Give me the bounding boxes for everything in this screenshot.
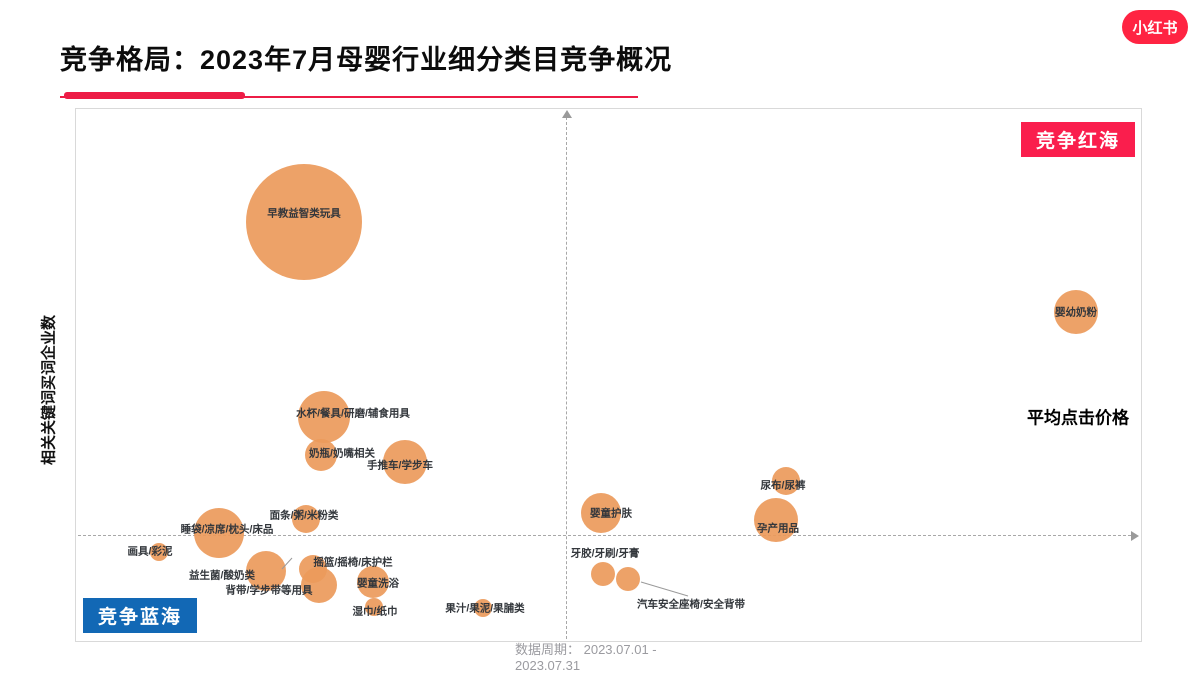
bubble-label-13: 果汁/果泥/果脯类 (445, 602, 525, 615)
bubble-2[interactable] (298, 391, 350, 443)
x-axis-label: 平均点击价格 (1027, 408, 1129, 428)
bubble-15[interactable] (591, 562, 615, 586)
bubble-label-12: 湿巾/纸巾 (352, 605, 398, 618)
bubble-8[interactable] (246, 551, 286, 591)
bubble-label-0: 早教益智类玩具 (267, 207, 341, 220)
quadrant-horizontal-dashed-line (78, 535, 1131, 536)
bubble-6[interactable] (194, 508, 244, 558)
bubble-label-17: 尿布/尿裤 (760, 479, 806, 492)
page-title: 竞争格局：2023年7月母婴行业细分类目竞争概况 (60, 45, 673, 75)
bubble-5[interactable] (292, 505, 320, 533)
bubble-label-15: 牙胶/牙刷/牙膏 (570, 547, 640, 560)
bubble-12[interactable] (365, 598, 383, 616)
bubble-17[interactable] (772, 467, 800, 495)
bubble-0[interactable] (246, 164, 362, 280)
quadrant-vertical-dashed-line (566, 117, 567, 639)
bubble-10[interactable] (301, 567, 337, 603)
bubble-chart: 竞争红海 竞争蓝海 平均点击价格 早教益智类玩具婴幼奶粉水杯/餐具/研磨/辅食用… (75, 108, 1142, 642)
bubble-label-7: 画具/彩泥 (127, 545, 173, 558)
bubble-16[interactable] (616, 567, 640, 591)
data-period: 数据周期： 2023.07.01 - 2023.07.31 (515, 642, 657, 674)
bubble-1[interactable] (1054, 290, 1098, 334)
title-underline-bar (64, 92, 245, 99)
title-underline-thin (60, 96, 638, 98)
bubble-13[interactable] (474, 599, 492, 617)
bubble-18[interactable] (754, 498, 798, 542)
bubble-label-1: 婴幼奶粉 (1055, 306, 1097, 319)
bubble-label-5: 面条/粥/米粉类 (269, 509, 339, 522)
data-period-line1: 数据周期： 2023.07.01 - (515, 642, 657, 657)
bubble-label-8: 益生菌/酸奶类 (189, 569, 255, 582)
vertical-axis-arrow-icon (562, 110, 572, 118)
y-axis-label: 相关关键词买词企业数 (40, 314, 58, 466)
bubble-label-11: 婴童洗浴 (357, 577, 399, 590)
bubble-label-10: 背带/学步带等用具 (225, 584, 313, 597)
leader-lines (281, 557, 689, 597)
bubble-label-6: 睡袋/凉席/枕头/床品 (180, 523, 274, 536)
xiaohongshu-logo: 小红书 (1122, 10, 1188, 44)
bubble-label-16: 汽车安全座椅/安全背带 (637, 598, 745, 611)
bubble-label-4: 手推车/学步车 (367, 459, 433, 472)
bubble-label-3: 奶瓶/奶嘴相关 (309, 447, 375, 460)
bubble-label-14: 婴童护肤 (590, 507, 632, 520)
bubble-7[interactable] (150, 543, 168, 561)
horizontal-axis-arrow-icon (1131, 531, 1139, 541)
data-period-line2: 2023.07.31 (515, 658, 581, 673)
bubble-11[interactable] (357, 566, 389, 598)
blue-ocean-badge: 竞争蓝海 (83, 598, 198, 633)
bubble-label-18: 孕产用品 (757, 522, 799, 535)
bubble-14[interactable] (581, 493, 621, 533)
red-ocean-badge: 竞争红海 (1021, 122, 1136, 157)
bubble-4[interactable] (383, 440, 427, 484)
bubble-label-2: 水杯/餐具/研磨/辅食用具 (296, 407, 410, 420)
bubble-3[interactable] (305, 439, 337, 471)
bubble-label-9: 摇篮/摇椅/床护栏 (313, 556, 393, 569)
